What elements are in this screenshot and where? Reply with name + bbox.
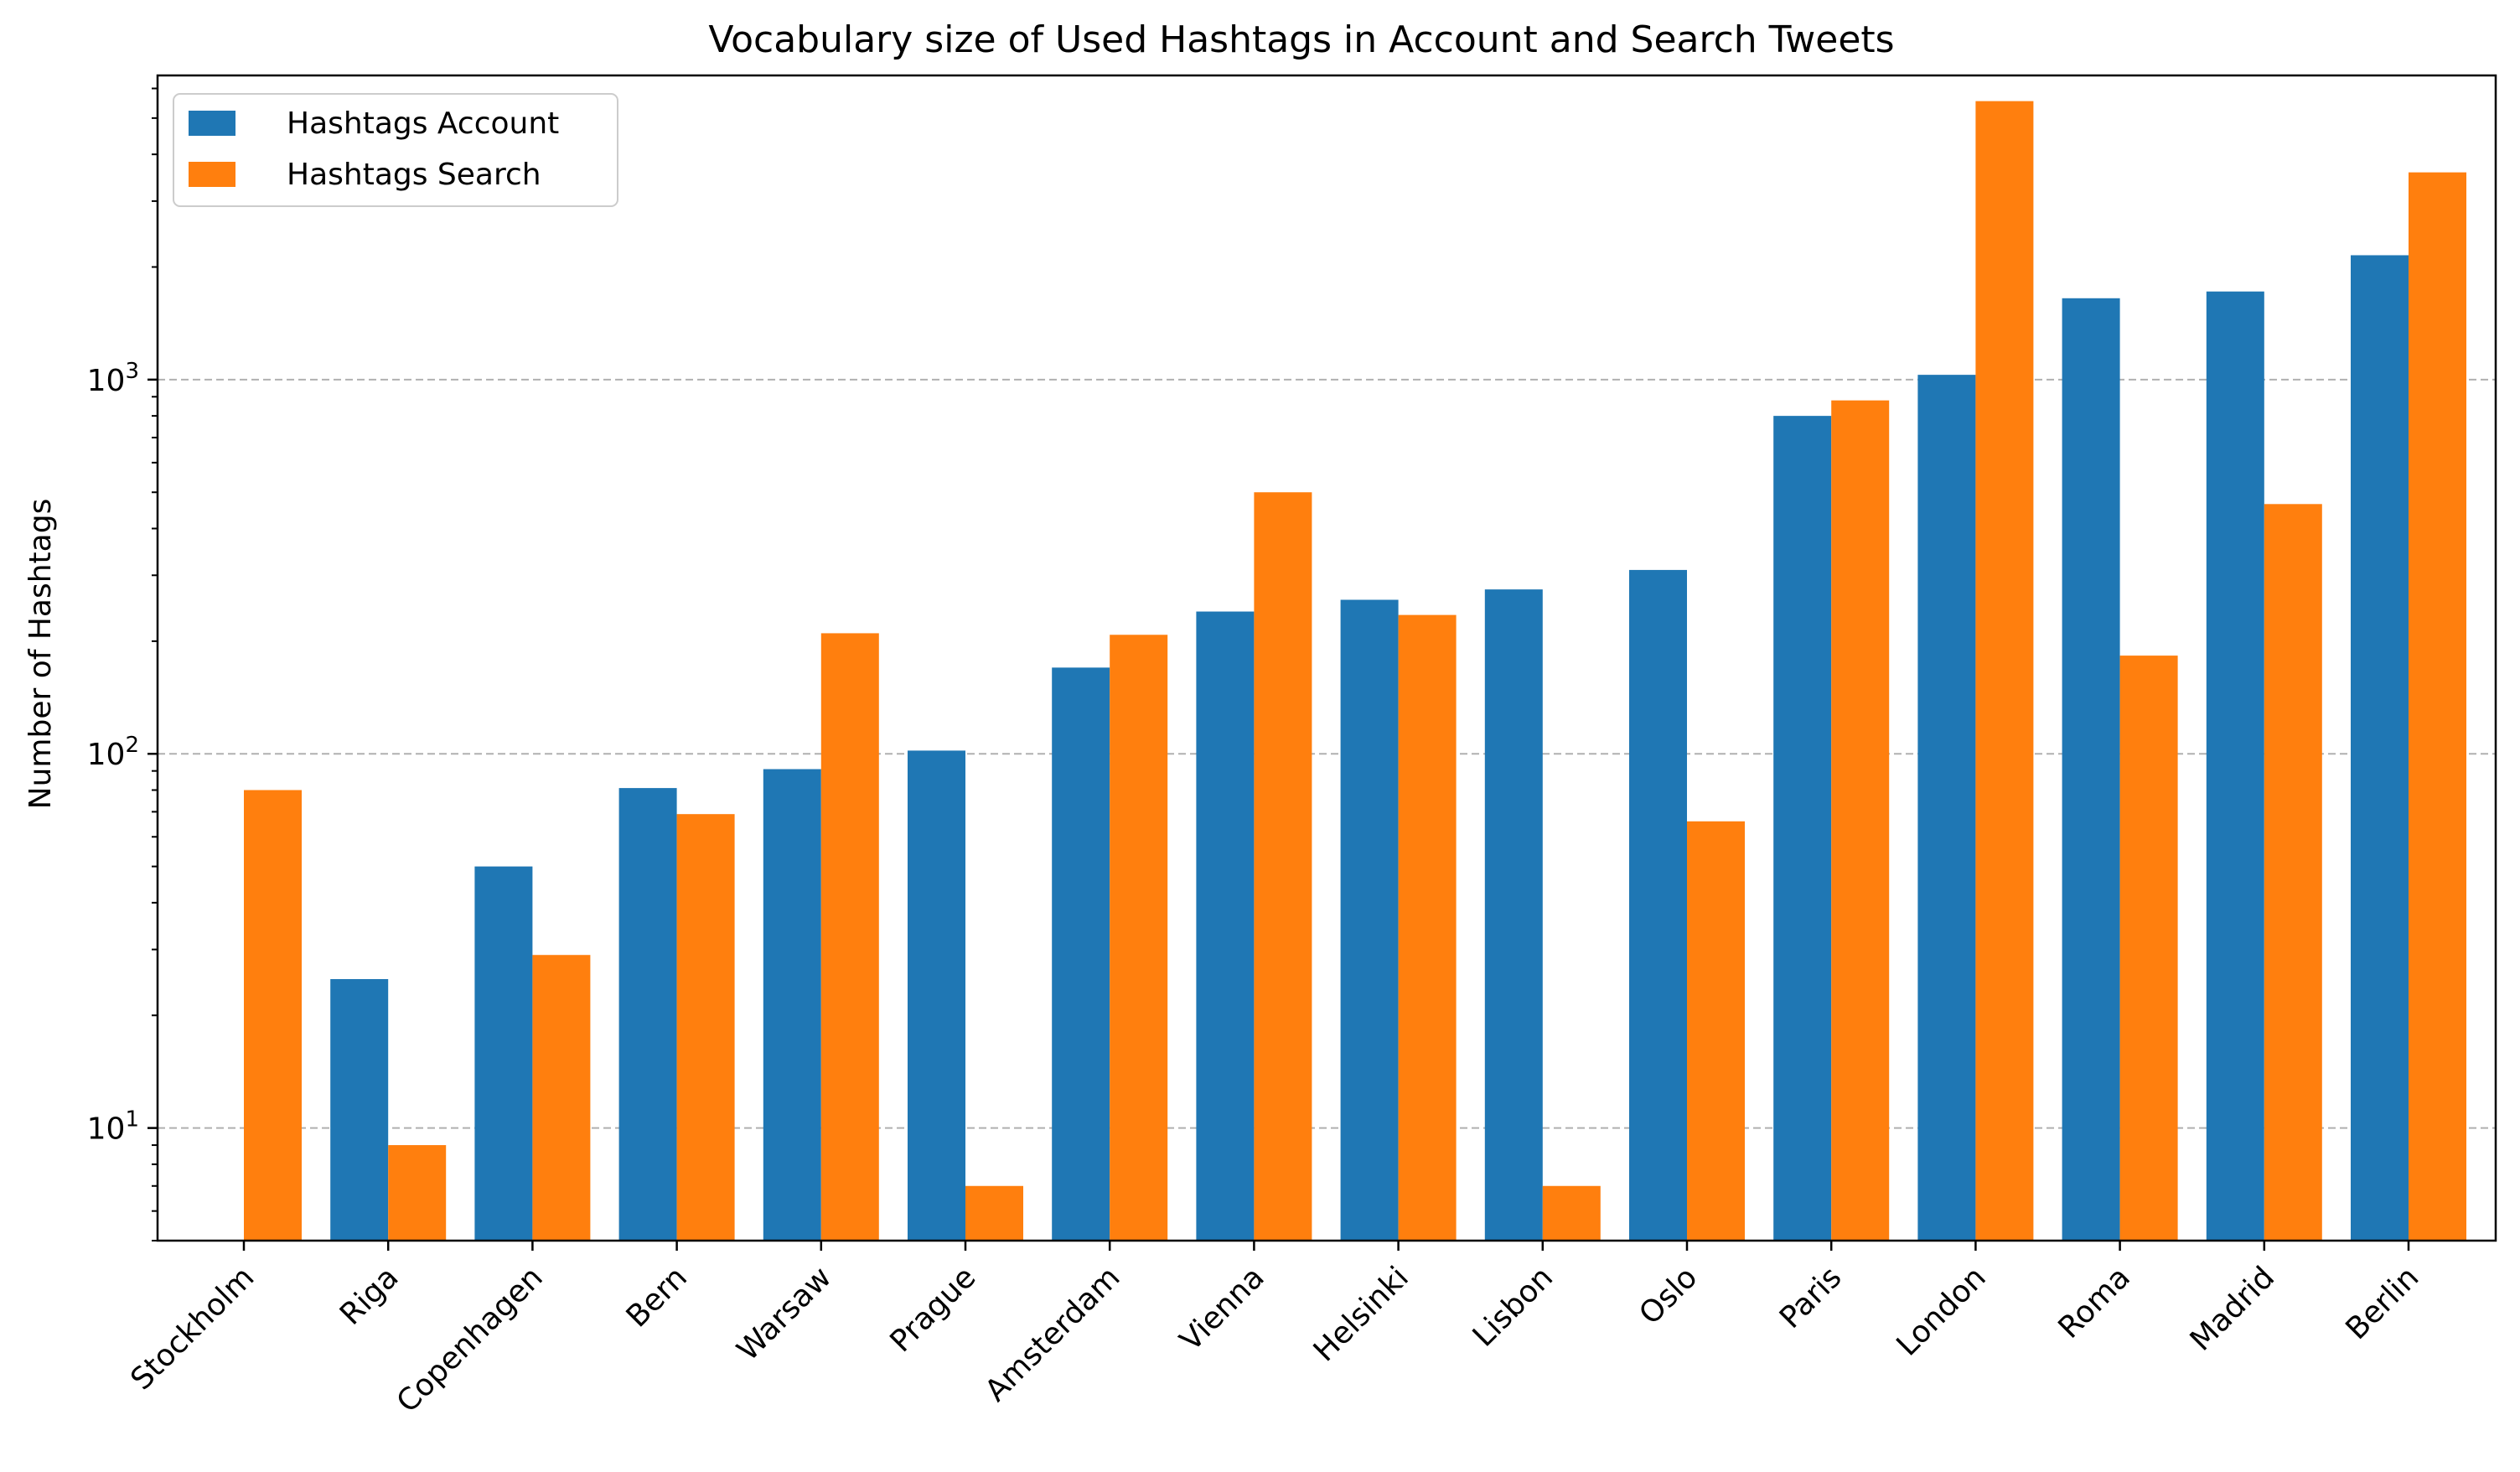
bar-search-riga	[388, 1145, 447, 1241]
bar-search-paris	[1831, 400, 1890, 1241]
x-tick-label: London	[1890, 1260, 1992, 1362]
bar-account-lisbon	[1484, 589, 1543, 1241]
y-tick-label: 102	[87, 733, 139, 772]
bar-search-amsterdam	[1110, 635, 1168, 1241]
bar-search-bern	[676, 814, 735, 1241]
x-tick-label: Madrid	[2184, 1260, 2281, 1357]
bar-search-helsinki	[1398, 614, 1457, 1241]
bar-account-amsterdam	[1052, 667, 1110, 1241]
bar-search-vienna	[1254, 492, 1312, 1241]
bar-search-berlin	[2409, 172, 2466, 1241]
x-tick-label: Bern	[620, 1260, 694, 1334]
bar-account-bern	[618, 788, 677, 1241]
x-tick-label: Stockholm	[124, 1260, 261, 1397]
bar-search-oslo	[1687, 821, 1745, 1241]
chart-title: Vocabulary size of Used Hashtags in Acco…	[708, 18, 1894, 61]
y-tick-label: 103	[87, 359, 139, 398]
bar-search-copenhagen	[532, 955, 591, 1241]
x-tick-label: Paris	[1773, 1260, 1849, 1335]
bar-account-warsaw	[763, 769, 821, 1241]
plot-frame	[156, 74, 2497, 1242]
bar-account-madrid	[2206, 291, 2264, 1241]
x-tick-label: Berlin	[2340, 1260, 2426, 1346]
x-tick-label: Lisbon	[1467, 1260, 1560, 1353]
x-tick-label: Helsinki	[1307, 1260, 1415, 1368]
bar-search-london	[1975, 101, 2034, 1241]
x-tick-label: Copenhagen	[391, 1260, 550, 1419]
y-tick-label: 101	[87, 1107, 139, 1147]
legend-swatch-account	[189, 111, 235, 136]
x-tick-label: Roma	[2052, 1260, 2137, 1345]
x-tick-label: Vienna	[1173, 1260, 1270, 1357]
x-tick-label: Prague	[883, 1260, 982, 1359]
bar-account-oslo	[1629, 569, 1687, 1241]
bar-account-paris	[1773, 416, 1832, 1241]
x-tick-label: Amsterdam	[979, 1260, 1127, 1408]
bar-account-helsinki	[1340, 599, 1399, 1241]
bar-account-prague	[908, 750, 965, 1241]
bar-search-lisbon	[1542, 1185, 1601, 1241]
bar-search-roma	[2119, 656, 2178, 1241]
bar-account-london	[1917, 375, 1976, 1241]
bars	[244, 101, 2466, 1241]
bar-account-roma	[2062, 298, 2120, 1241]
legend-box	[173, 93, 618, 207]
y-axis: 101 102 103	[87, 87, 158, 1241]
bar-account-vienna	[1196, 611, 1255, 1241]
bar-search-madrid	[2264, 504, 2322, 1241]
bar-search-prague	[965, 1185, 1023, 1241]
bar-account-berlin	[2351, 255, 2409, 1241]
y-axis-label: Number of Hashtags	[23, 499, 58, 810]
x-tick-label: Oslo	[1633, 1260, 1704, 1331]
x-tick-label: Warsaw	[731, 1260, 838, 1367]
legend: Hashtags Account Hashtags Search	[173, 93, 618, 207]
x-tick-label: Riga	[334, 1260, 406, 1332]
bar-account-copenhagen	[474, 866, 533, 1241]
bar-account-riga	[330, 978, 389, 1241]
legend-swatch-search	[189, 162, 235, 187]
bar-search-warsaw	[820, 633, 879, 1241]
bar-search-stockholm	[244, 790, 302, 1241]
legend-label-account: Hashtags Account	[287, 106, 559, 141]
legend-label-search: Hashtags Search	[287, 158, 541, 192]
